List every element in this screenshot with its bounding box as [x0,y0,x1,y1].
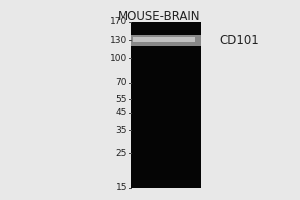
Text: CD101: CD101 [219,34,259,47]
Text: 70: 70 [116,78,127,87]
Bar [130,35,201,46]
Text: 170: 170 [110,18,127,26]
Text: 130: 130 [110,36,127,45]
Text: 25: 25 [116,149,127,158]
Text: 100: 100 [110,54,127,63]
Text: 35: 35 [116,126,127,135]
Bar [130,22,201,188]
Text: 55: 55 [116,95,127,104]
Text: 45: 45 [116,108,127,117]
Bar [133,37,195,42]
Text: 15: 15 [116,184,127,192]
Text: MOUSE-BRAIN: MOUSE-BRAIN [118,10,200,23]
